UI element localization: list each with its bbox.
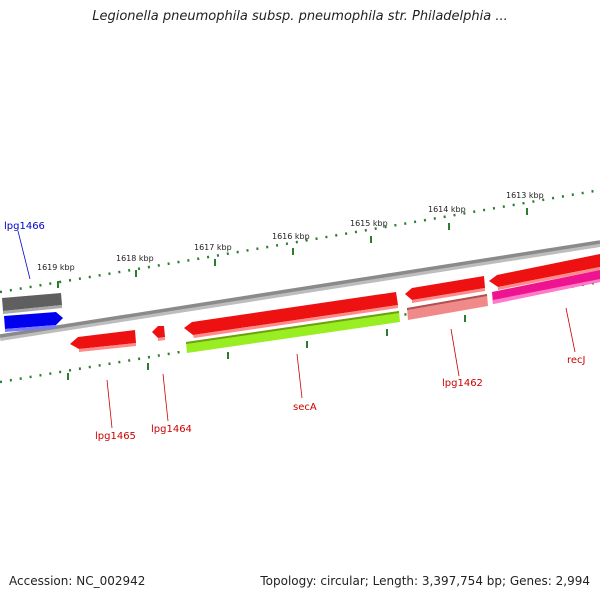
feature-seca-outer[interactable] [184,292,398,338]
genome-backbone [0,240,600,338]
feature-lpg1462-inner[interactable] [407,294,488,320]
topology-text: Topology: circular; Length: 3,397,754 bp… [260,574,590,588]
tick-label-1614: 1614 kbp [428,205,466,214]
tick-label-1618: 1618 kbp [116,254,154,263]
feature-seca-inner[interactable] [186,311,400,353]
map-title: Legionella pneumophila subsp. pneumophil… [92,9,508,24]
major-ticks-inner [67,315,466,380]
tick-label-1617: 1617 kbp [194,243,232,252]
gene-label-seca[interactable]: secA [293,402,317,413]
tick-label-1613: 1613 kbp [506,191,544,200]
gene-label-lpg1466[interactable]: lpg1466 [4,221,45,232]
feature-lpg1465[interactable] [70,330,136,352]
gene-label-recj[interactable]: recJ [567,355,586,366]
feature-lpg1466[interactable] [4,312,63,332]
label-leaders [17,230,576,429]
feature-recj-inner[interactable] [492,270,600,304]
tick-label-1619: 1619 kbp [37,263,75,272]
tick-label-1615: 1615 kbp [350,219,388,228]
feature-lpg1467-gray[interactable] [2,293,62,314]
gene-label-lpg1462[interactable]: lpg1462 [442,378,483,389]
feature-recj-outer[interactable] [489,254,600,290]
gene-label-lpg1465[interactable]: lpg1465 [95,431,136,442]
major-ticks-outer [57,208,528,288]
gene-label-lpg1464[interactable]: lpg1464 [151,424,192,435]
feature-lpg1464[interactable] [152,326,165,341]
accession-text: Accession: NC_002942 [9,574,146,588]
feature-lpg1462-outer[interactable] [405,276,485,303]
tick-label-1616: 1616 kbp [272,232,310,241]
